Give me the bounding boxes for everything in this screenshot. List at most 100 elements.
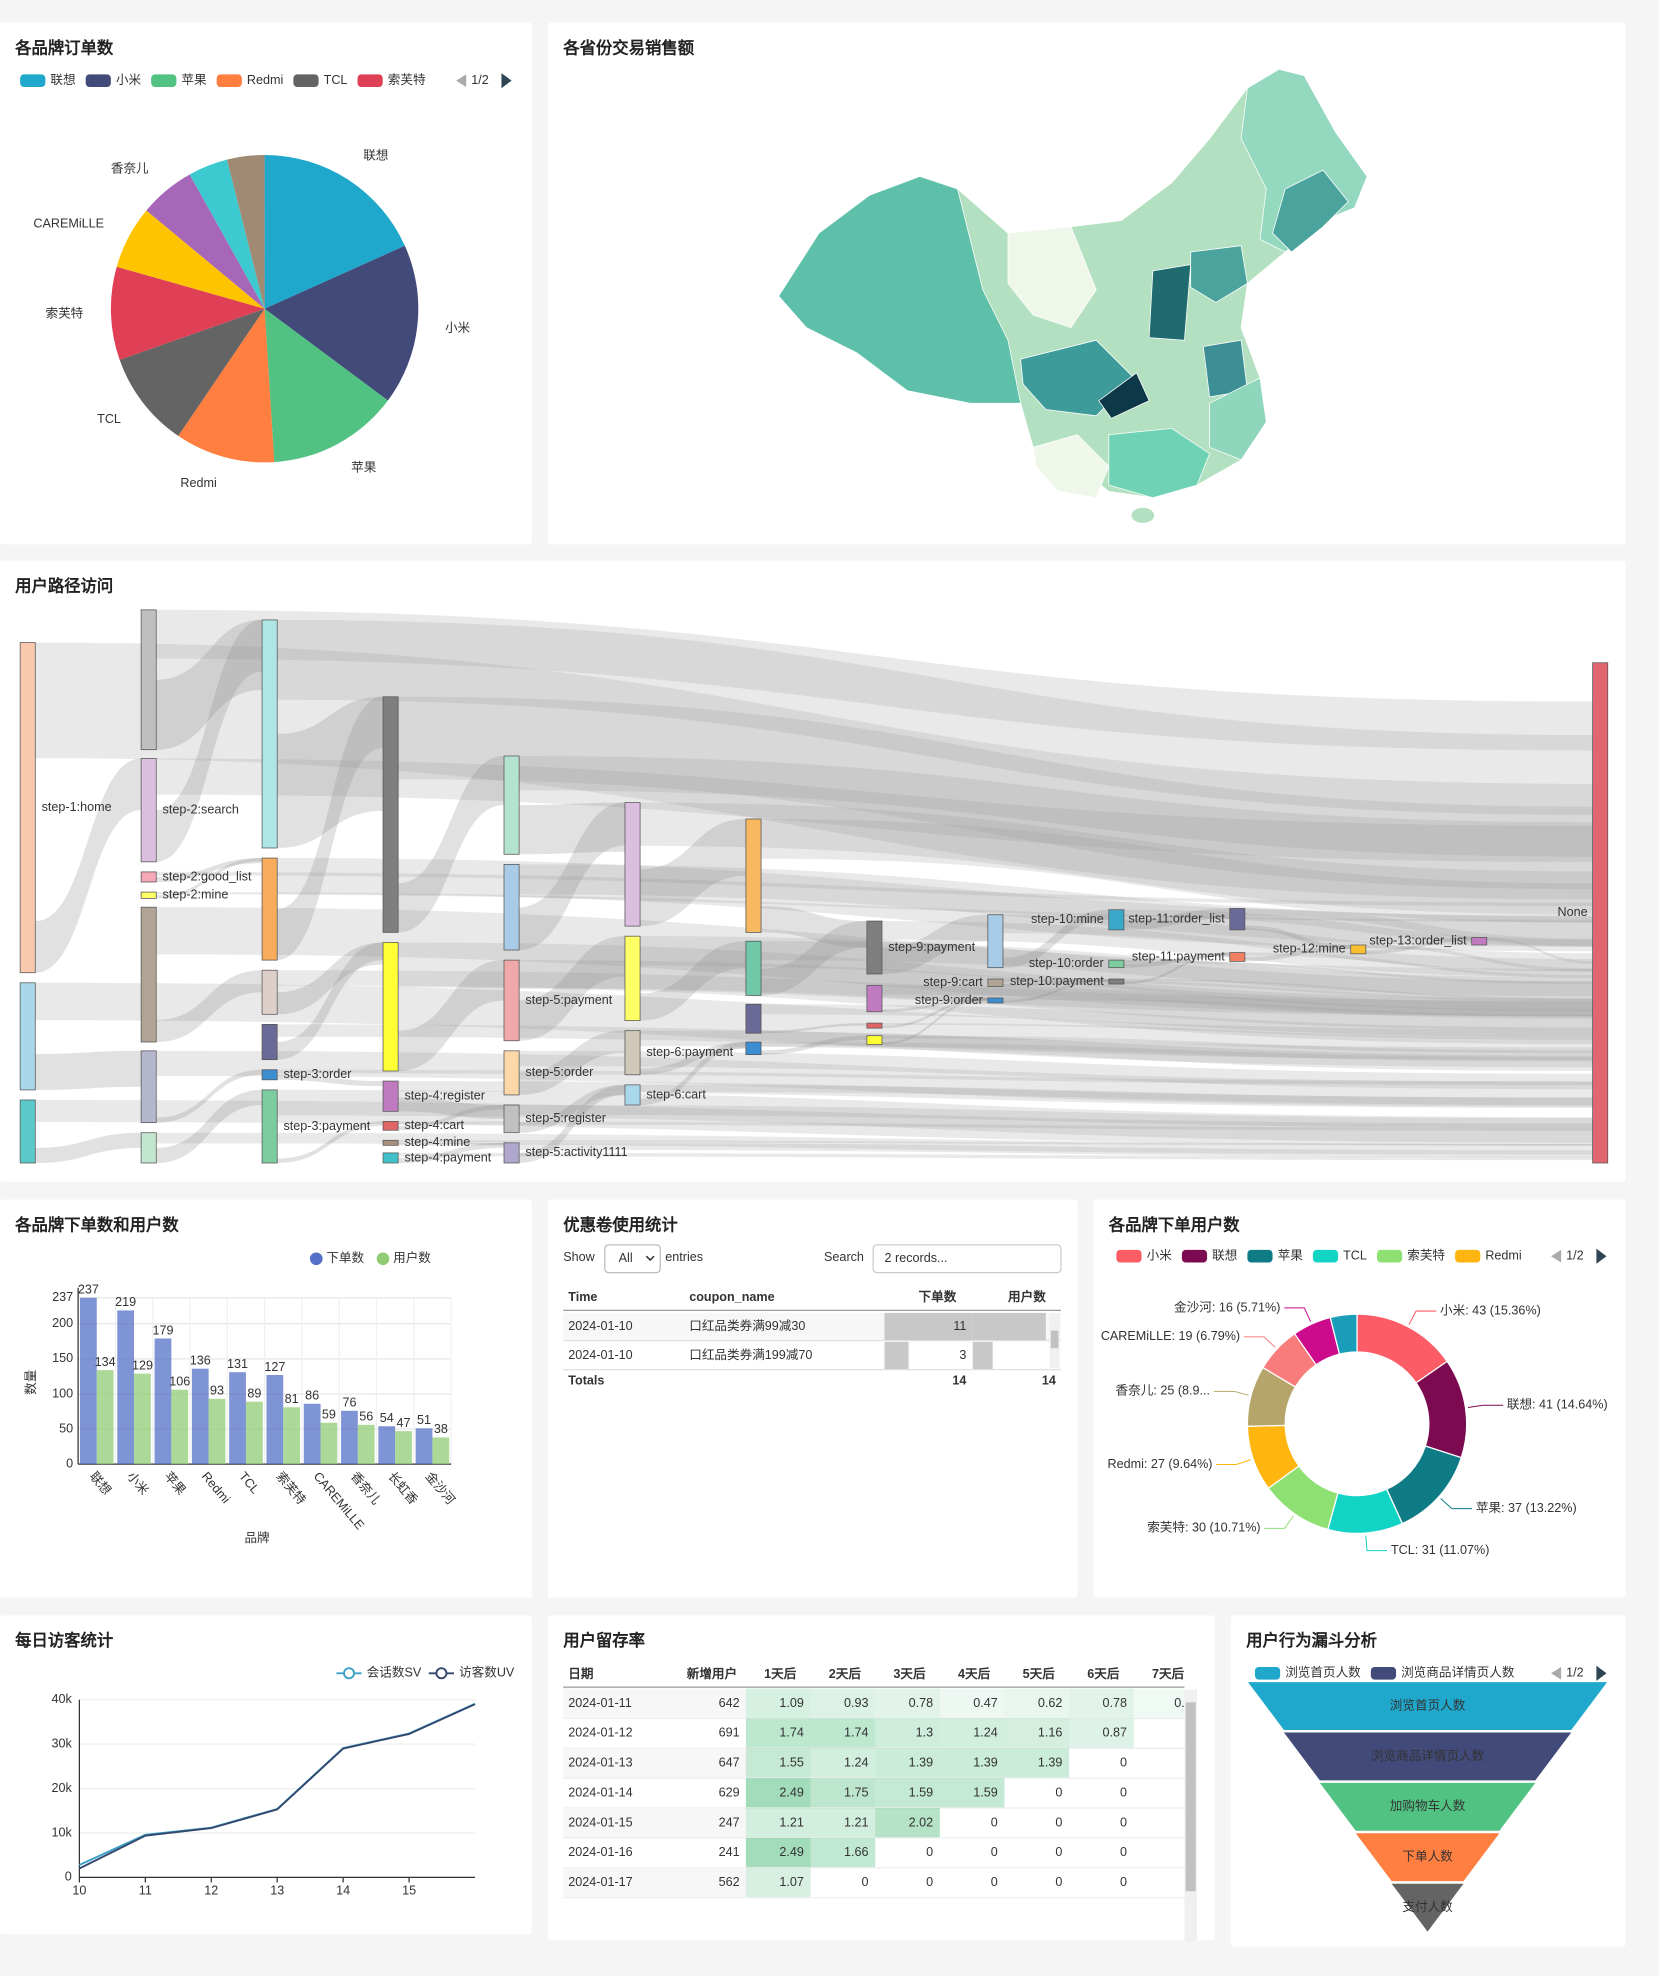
heat-cell <box>745 1718 811 1749</box>
link <box>519 1050 1593 1090</box>
sankey-node <box>261 619 278 849</box>
slice <box>116 210 265 309</box>
cell: 0 <box>1055 1875 1062 1889</box>
legend-label: TCL <box>324 73 348 87</box>
cell: 0 <box>1055 1785 1062 1799</box>
legend-label: 联想 <box>1212 1248 1237 1263</box>
label-line <box>1264 1515 1294 1529</box>
link <box>1365 937 1472 954</box>
slice <box>264 308 388 463</box>
slice-label: 金沙河: 16 (5.71%) <box>1174 1299 1280 1314</box>
sankey-node <box>866 1022 883 1029</box>
link <box>519 802 625 951</box>
link <box>156 619 263 862</box>
legend-page: 1/2 <box>1566 1666 1584 1680</box>
slice-label: 索芙特 <box>45 307 83 321</box>
slice <box>119 308 265 436</box>
node-label: step-9:order <box>915 993 983 1007</box>
bar-value: 219 <box>115 1295 136 1309</box>
y-axis-title: 数量 <box>24 1369 38 1395</box>
bar-value: 131 <box>227 1357 248 1371</box>
bar <box>357 1424 375 1465</box>
link <box>640 1042 746 1106</box>
page-size-select[interactable] <box>604 1244 661 1274</box>
node-label: step-6:cart <box>646 1087 706 1101</box>
node-label: step-11:payment <box>1132 949 1225 963</box>
bar <box>320 1422 338 1465</box>
search-label: Search <box>824 1250 864 1264</box>
cell: 0 <box>1120 1875 1127 1889</box>
node-label: step-9:cart <box>923 975 983 989</box>
slice-label: 香奈儿 <box>111 161 149 175</box>
sankey-node <box>1350 944 1367 955</box>
link <box>1244 925 1351 950</box>
link <box>882 1023 1593 1040</box>
heat-cell <box>810 1718 876 1749</box>
cell: 11 <box>953 1319 966 1333</box>
cell: 2024-01-12 <box>568 1726 632 1740</box>
sankey-node <box>261 969 278 1015</box>
link <box>882 1035 1593 1054</box>
link <box>640 802 1593 915</box>
legend-label: 用户数 <box>393 1250 431 1265</box>
y-tick-label: 100 <box>52 1386 73 1400</box>
label-line <box>1467 1404 1504 1408</box>
y-tick-label: 50 <box>59 1421 73 1435</box>
sankey-node <box>140 609 157 751</box>
x-tick-label: 12 <box>204 1884 218 1898</box>
funnel-label: 支付人数 <box>1402 1900 1453 1914</box>
cell: 1.3 <box>916 1726 934 1740</box>
sankey-node <box>624 802 641 927</box>
sankey-node <box>140 758 157 863</box>
link <box>35 1132 142 1163</box>
link <box>277 942 384 1015</box>
y-tick-label: 20k <box>52 1781 73 1795</box>
slice <box>146 174 265 309</box>
search-input[interactable] <box>872 1244 1062 1274</box>
link <box>277 1121 384 1163</box>
cell: 1.39 <box>973 1756 998 1770</box>
heat-cell <box>875 1688 940 1719</box>
sankey-node <box>1108 959 1125 969</box>
bar <box>96 1370 114 1465</box>
sankey-node <box>261 857 278 961</box>
legend-label: 浏览商品详情页人数 <box>1401 1665 1515 1680</box>
cell: 1.21 <box>844 1815 869 1829</box>
cell: 647 <box>719 1756 740 1770</box>
cell: 2024-01-10 <box>568 1319 632 1333</box>
node-label: step-5:payment <box>525 993 612 1007</box>
legend-prev <box>1551 1666 1562 1680</box>
legend-marker <box>343 1667 356 1680</box>
heat-cell <box>745 1808 811 1838</box>
node-label: step-3:order <box>284 1067 352 1081</box>
legend-swatch <box>1254 1666 1281 1680</box>
legend-label: 下单数 <box>326 1251 364 1265</box>
y-tick-label: 40k <box>52 1692 73 1706</box>
link <box>519 936 625 1041</box>
sankey-node <box>745 1003 762 1034</box>
funnel-level <box>1355 1833 1500 1882</box>
bar <box>341 1410 358 1465</box>
node-label: step-4:payment <box>404 1150 491 1164</box>
node-label: step-5:activity1111 <box>525 1145 627 1159</box>
y-tick-label: 0 <box>65 1870 72 1884</box>
sankey-node <box>1229 952 1246 962</box>
link <box>640 819 746 927</box>
funnel-level <box>1248 1682 1608 1730</box>
bar-value: 127 <box>264 1360 285 1374</box>
link <box>398 1140 1593 1146</box>
cell: 1.75 <box>844 1785 869 1799</box>
legend-swatch <box>1116 1249 1142 1263</box>
link <box>277 696 384 961</box>
link <box>156 619 263 750</box>
link <box>277 970 1593 1017</box>
bar <box>117 1310 135 1465</box>
legend-label: 苹果 <box>1278 1249 1304 1263</box>
slice-label: 小米: 43 (15.36%) <box>1440 1303 1541 1317</box>
panel-title: 各省份交易销售额 <box>562 38 695 57</box>
row-stripe <box>563 1808 746 1838</box>
funnel-level <box>1283 1732 1572 1781</box>
link <box>1123 952 1230 985</box>
heat-cell <box>745 1748 811 1779</box>
